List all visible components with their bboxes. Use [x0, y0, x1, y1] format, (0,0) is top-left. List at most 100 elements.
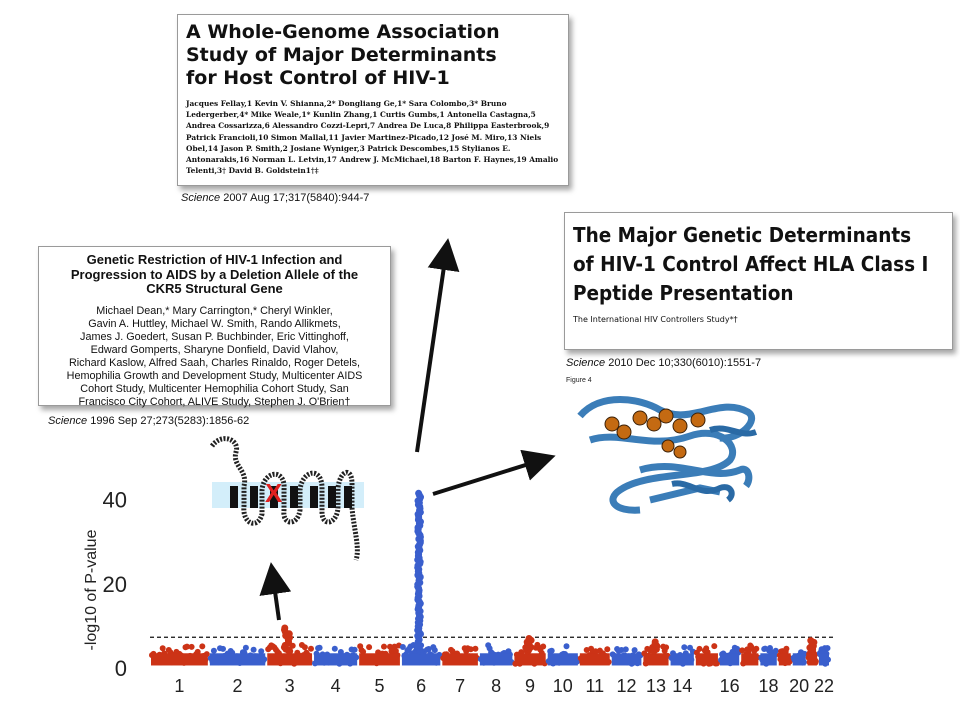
helix-4: [290, 486, 298, 508]
protein-strand-5: [671, 480, 735, 503]
point-cluster: [442, 653, 478, 666]
point-cluster: [695, 653, 718, 666]
arrow-to-2007-paper: [415, 238, 460, 453]
data-point: [381, 643, 387, 650]
citation-journal-2007: Science: [181, 192, 221, 204]
data-point: [220, 645, 226, 652]
arrow-to-ccr5: [259, 562, 292, 621]
x-tick-label: 4: [331, 676, 341, 696]
y-tick-label: 20: [103, 572, 127, 597]
x-tick-label: 18: [759, 676, 779, 696]
data-point: [467, 646, 474, 653]
paper-card-1996: Genetic Restriction of HIV-1 Infection a…: [38, 246, 391, 408]
data-point: [316, 644, 323, 651]
data-point: [301, 644, 308, 651]
point-cluster: [209, 653, 266, 666]
ligand-atom: [632, 410, 648, 426]
data-point: [250, 646, 257, 653]
citation-journal-2010: Science: [566, 357, 606, 369]
point-cluster: [514, 653, 546, 666]
x-tick-label: 16: [720, 676, 740, 696]
point-cluster: [479, 653, 513, 666]
data-point: [563, 643, 570, 650]
point-cluster: [611, 653, 642, 666]
citation-2007: Science 2007 Aug 17;317(5840):944-7: [181, 192, 369, 204]
helix-1: [230, 486, 238, 508]
paper-card-2007: A Whole-Genome Association Study of Majo…: [177, 14, 569, 186]
citation-details-2010: 2010 Dec 10;330(6010):1551-7: [605, 357, 762, 369]
point-cluster: [401, 653, 441, 666]
point-cluster: [151, 653, 208, 666]
x-tick-label: 8: [491, 676, 501, 696]
x-tick-label: 9: [525, 676, 535, 696]
point-cluster: [579, 653, 610, 666]
data-point: [739, 647, 746, 654]
x-tick-label: 11: [585, 676, 604, 696]
data-point: [184, 643, 190, 650]
protein-strand-3: [638, 463, 753, 489]
y-axis-label: -log10 of P-value: [83, 529, 100, 650]
paper-title-2007: A Whole-Genome Association Study of Majo…: [186, 21, 500, 89]
paper-authors-2010: The International HIV Controllers Study*…: [573, 315, 738, 324]
x-tick-label: 3: [285, 676, 295, 696]
citation-details-1996: 1996 Sep 27;273(5283):1856-62: [87, 415, 250, 427]
ligand-atom: [673, 445, 687, 459]
data-point: [631, 647, 638, 654]
data-point: [753, 645, 760, 652]
paper-title-1996: Genetic Restriction of HIV-1 Infection a…: [70, 252, 359, 296]
helix-7: [344, 486, 352, 508]
peak-point: [281, 624, 289, 632]
helix-5: [310, 486, 318, 508]
data-point: [366, 644, 373, 651]
paper-card-2010: The Major Genetic Determinants of HIV-1 …: [564, 212, 953, 350]
deletion-mark: X: [265, 478, 283, 508]
data-point: [772, 647, 779, 654]
x-tick-label: 20: [789, 676, 809, 696]
arrow-to-hla-structure: [432, 449, 556, 496]
x-tick-label: 6: [416, 676, 426, 696]
point-cluster: [807, 653, 817, 666]
data-point: [604, 646, 611, 653]
data-points: [149, 489, 831, 667]
data-point: [663, 644, 670, 651]
point-cluster: [314, 653, 358, 666]
data-point: [748, 643, 755, 650]
ligand-atom: [616, 424, 632, 440]
ligand-atom: [646, 416, 662, 432]
point-cluster: [547, 653, 578, 666]
data-point: [258, 648, 265, 655]
data-point: [548, 647, 555, 654]
protein-strand-6: [709, 425, 758, 437]
point-cluster: [741, 653, 759, 666]
helix-6: [328, 486, 336, 508]
x-tick-label: 5: [375, 676, 385, 696]
x-tick-label: 10: [553, 676, 573, 696]
receptor-chain: [209, 436, 360, 561]
peak-point: [651, 638, 659, 646]
peak-point: [807, 637, 815, 645]
point-cluster: [818, 653, 829, 666]
paper-authors-1996: Michael Dean,* Mary Carrington,* Cheryl …: [66, 304, 363, 408]
ccr5-receptor-illustration: X: [209, 436, 364, 561]
data-point: [622, 646, 629, 653]
citation-1996: Science 1996 Sep 27;273(5283):1856-62: [48, 415, 249, 427]
data-point: [592, 648, 599, 655]
paper-authors-2007: Jacques Fellay,1 Kevin V. Shianna,2* Don…: [186, 99, 559, 176]
data-point: [188, 643, 195, 650]
protein-strand-2: [588, 429, 736, 514]
data-point: [210, 647, 217, 654]
data-point: [696, 645, 703, 652]
x-tick-label: 2: [233, 676, 243, 696]
data-point: [399, 644, 406, 650]
ligand-atom: [690, 412, 706, 428]
x-tick-label: 13: [646, 676, 666, 696]
point-cluster: [792, 653, 806, 666]
x-tick-label: 14: [672, 676, 692, 696]
x-ticks: 1 2 3 4 5 6 7 8 9 10 11 12 13 14 16 18 20 22: [174, 676, 834, 696]
helix-2: [250, 486, 258, 508]
data-point: [308, 645, 314, 652]
x-tick-label: 22: [814, 676, 834, 696]
x-tick-label: 7: [455, 676, 465, 696]
data-point: [242, 644, 249, 651]
